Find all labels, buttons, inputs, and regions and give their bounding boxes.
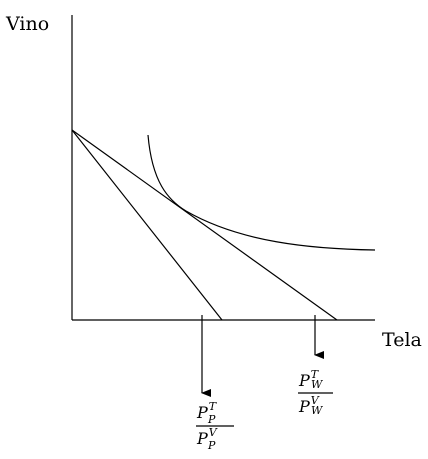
numerator: PT W	[298, 368, 324, 391]
denominator: PV P	[196, 426, 218, 452]
denominator: PV W	[298, 394, 324, 417]
price-ratio-label: PT P PV P	[196, 400, 234, 452]
indifference-curve	[147, 134, 376, 251]
budget-line-steep	[71, 129, 223, 321]
x-axis-label: Tela	[382, 329, 422, 351]
price-ratio-label: PT W PV W	[298, 368, 333, 417]
numerator: PT P	[196, 400, 218, 426]
budget-line-flat	[71, 129, 338, 321]
y-axis-label: Vino	[5, 13, 49, 35]
